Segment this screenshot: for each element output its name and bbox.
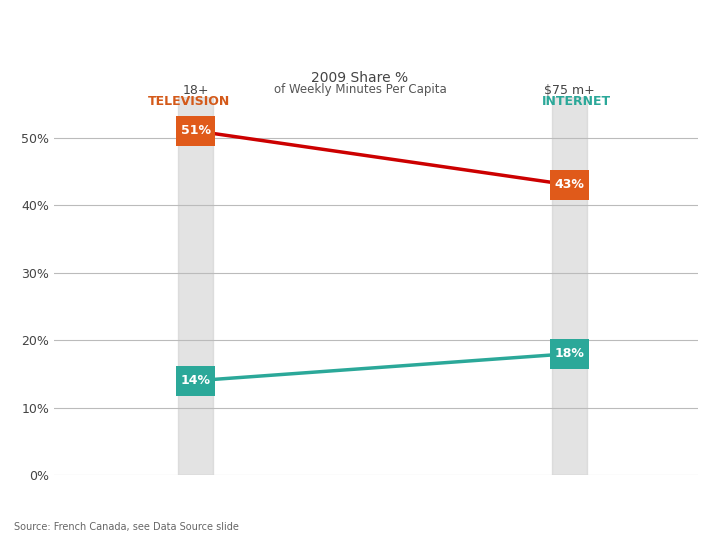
- Text: 18+: 18+: [182, 84, 209, 97]
- Text: 14%: 14%: [181, 374, 211, 387]
- Text: $75 m+: $75 m+: [544, 84, 595, 97]
- Text: Source: French Canada, see Data Source slide: Source: French Canada, see Data Source s…: [14, 522, 239, 532]
- Bar: [178, 97, 214, 475]
- Bar: [552, 97, 588, 475]
- FancyBboxPatch shape: [176, 116, 215, 146]
- Text: TELEVISION: TELEVISION: [148, 95, 230, 108]
- FancyBboxPatch shape: [550, 339, 589, 369]
- FancyBboxPatch shape: [550, 170, 589, 200]
- FancyBboxPatch shape: [176, 366, 215, 396]
- Text: 51%: 51%: [181, 124, 211, 138]
- Text: 43%: 43%: [554, 178, 585, 192]
- Text: Internet And TV… Mirror Image Income Profiles.: Internet And TV… Mirror Image Income Pro…: [11, 18, 577, 38]
- Text: 2009 Share %: 2009 Share %: [312, 71, 408, 85]
- Text: INTERNET: INTERNET: [542, 95, 611, 108]
- Text: 18%: 18%: [554, 347, 585, 360]
- Text: of Weekly Minutes Per Capita: of Weekly Minutes Per Capita: [274, 83, 446, 96]
